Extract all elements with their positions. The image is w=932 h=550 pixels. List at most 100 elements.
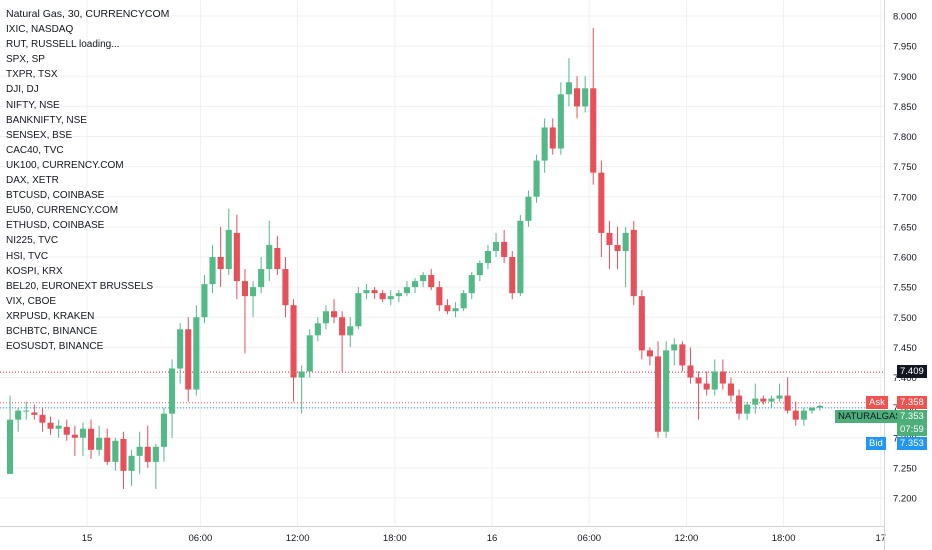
candle-body xyxy=(452,308,459,312)
candle-body xyxy=(420,275,427,282)
candle-body xyxy=(460,293,467,309)
candle-body xyxy=(355,293,362,327)
symbol-tag: NATURALGAS xyxy=(835,410,905,423)
candle-body xyxy=(565,82,572,95)
candle-body xyxy=(687,365,694,378)
y-tick-label: 7.850 xyxy=(893,102,917,113)
candle-body xyxy=(31,412,38,415)
candle-body xyxy=(298,371,305,378)
x-tick-label: 17 xyxy=(876,533,887,544)
candle-body xyxy=(671,344,678,351)
candle-body xyxy=(120,438,127,471)
legend-symbol[interactable]: DJI, DJ xyxy=(6,84,39,96)
candle-body xyxy=(711,371,718,390)
candle-body xyxy=(331,311,338,318)
ask-price-tag: 7.358 xyxy=(897,395,927,409)
legend-symbol[interactable]: DAX, XETR xyxy=(6,175,59,187)
legend-symbol[interactable]: SPX, SP xyxy=(6,54,45,66)
y-tick-label: 7.650 xyxy=(893,222,917,233)
candle-body xyxy=(322,311,329,324)
candle-body xyxy=(468,275,475,294)
candle-body xyxy=(233,232,240,282)
candle-body xyxy=(104,437,111,462)
legend-symbol[interactable]: KOSPI, KRX xyxy=(6,265,63,277)
candle-body xyxy=(630,229,637,297)
legend-symbol[interactable]: XRPUSD, KRAKEN xyxy=(6,310,95,322)
candle-body xyxy=(719,371,726,384)
y-tick-label: 7.450 xyxy=(893,343,917,354)
legend-symbol[interactable]: NIFTY, NSE xyxy=(6,99,60,111)
candle-body xyxy=(493,241,500,251)
legend-symbol[interactable]: EOSUSDT, BINANCE xyxy=(6,341,104,353)
legend-symbol[interactable]: BANKNIFTY, NSE xyxy=(6,114,87,126)
candle-body xyxy=(258,269,265,288)
candle-body xyxy=(71,434,78,438)
candle-body xyxy=(274,247,281,270)
x-tick-label: 18:00 xyxy=(383,533,407,544)
candle-body xyxy=(290,305,297,378)
y-tick-label: 7.550 xyxy=(893,283,917,294)
candle-body xyxy=(250,287,257,297)
legend-symbol[interactable]: UK100, CURRENCY.COM xyxy=(6,159,124,171)
legend-symbol[interactable]: NI225, TVC xyxy=(6,235,59,247)
current-price-tag: 7.409 xyxy=(897,365,927,379)
legend-symbol[interactable]: EU50, CURRENCY.COM xyxy=(6,205,119,217)
candle-body xyxy=(347,326,354,336)
legend-symbol[interactable]: CAC40, TVC xyxy=(6,144,64,156)
candle-body xyxy=(517,220,524,294)
candle-body xyxy=(7,419,14,474)
legend-symbol[interactable]: IXIC, NASDAQ xyxy=(6,24,74,36)
candle-body xyxy=(484,250,491,264)
legend-symbol[interactable]: BEL20, EURONEXT BRUSSELS xyxy=(6,280,154,292)
candle-body xyxy=(598,172,605,233)
legend-symbol[interactable]: ETHUSD, COINBASE xyxy=(6,220,105,232)
y-tick-label: 7.400 xyxy=(893,373,917,384)
ask-label: Ask xyxy=(866,395,888,409)
candle-body xyxy=(525,196,532,221)
legend-symbol[interactable]: BCHBTC, BINANCE xyxy=(6,325,98,337)
x-tick-label: 12:00 xyxy=(286,533,310,544)
y-tick-label: 7.500 xyxy=(893,313,917,324)
bid-price-tag: 7.353 xyxy=(897,437,927,450)
x-tick-label: 06:00 xyxy=(189,533,213,544)
candle-body xyxy=(792,410,799,420)
legend-symbol[interactable]: BTCUSD, COINBASE xyxy=(6,190,105,202)
candle-body xyxy=(428,275,435,288)
candle-body xyxy=(768,398,775,402)
legend-symbol[interactable]: VIX, CBOE xyxy=(6,295,57,307)
legend-symbol[interactable]: RUT, RUSSELL loading... xyxy=(6,39,120,51)
candle-body xyxy=(225,229,232,270)
candle-body xyxy=(217,257,224,270)
legend-symbol[interactable]: TXPR, TSX xyxy=(6,69,58,81)
candle-body xyxy=(144,446,151,462)
last-price-tag: 7.353 xyxy=(897,410,927,423)
y-tick-label: 8.000 xyxy=(893,12,917,23)
candle-body xyxy=(282,269,289,306)
y-tick-label: 7.250 xyxy=(893,463,917,474)
candle-body xyxy=(193,317,200,390)
candle-body xyxy=(622,232,629,251)
candle-body xyxy=(817,405,824,408)
x-tick-label: 18:00 xyxy=(772,533,796,544)
candle-body xyxy=(476,263,483,276)
candle-body xyxy=(606,232,613,245)
legend-symbol[interactable]: SENSEX, BSE xyxy=(6,129,73,141)
candle-body xyxy=(655,356,662,432)
candle-body xyxy=(241,281,248,297)
candle-body xyxy=(47,422,54,429)
candle-body xyxy=(784,395,791,411)
candle-body xyxy=(557,94,564,149)
y-tick-label: 7.750 xyxy=(893,162,917,173)
bid-label: Bid xyxy=(866,437,886,450)
candle-body xyxy=(23,410,30,412)
candle-body xyxy=(379,293,386,300)
candle-body xyxy=(663,350,670,432)
candle-body xyxy=(201,284,208,318)
candle-body xyxy=(533,160,540,197)
candle-body xyxy=(152,446,159,462)
x-tick-label: 15 xyxy=(82,533,93,544)
legend-symbol[interactable]: HSI, TVC xyxy=(6,250,49,262)
candle-body xyxy=(776,395,783,399)
